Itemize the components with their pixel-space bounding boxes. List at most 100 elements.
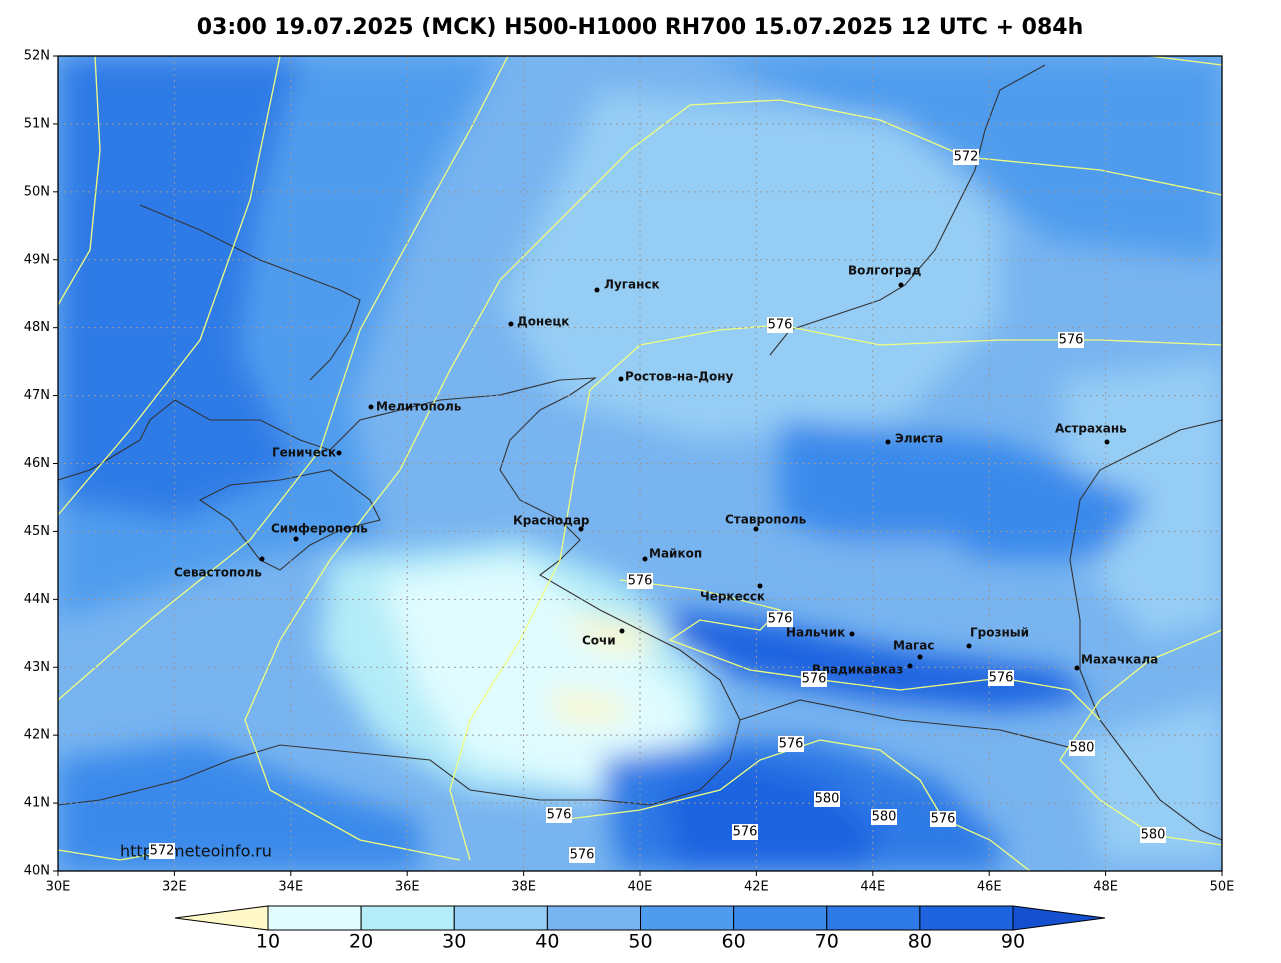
lat-label: 44N <box>24 592 50 607</box>
colorbar-label: 10 <box>256 931 280 953</box>
contour-label: 576 <box>768 612 793 627</box>
contour-label: 576 <box>768 318 793 333</box>
colorbar-label: 50 <box>628 931 652 953</box>
field-blobs <box>58 56 1222 871</box>
lon-label: 44E <box>860 880 885 895</box>
city-label: Махачкала <box>1081 653 1158 667</box>
lat-label: 45N <box>24 524 50 539</box>
lon-label: 36E <box>395 880 420 895</box>
city-marker <box>619 628 625 634</box>
contour-label: 580 <box>1141 828 1166 843</box>
lat-label: 43N <box>24 660 50 675</box>
contour-label-bg <box>930 811 956 827</box>
coastlines <box>58 64 1222 841</box>
city-label: Владикавказ <box>812 663 903 677</box>
city-marker <box>885 439 891 445</box>
colorbar-box <box>733 905 828 931</box>
colorbar-box <box>267 905 362 931</box>
humidity-area <box>560 615 660 650</box>
city-marker <box>753 526 759 532</box>
contour-label-bg <box>953 149 979 165</box>
colorbar-box <box>546 905 641 931</box>
colorbar-label: 60 <box>722 931 746 953</box>
credit: http://meteoinfo.ru <box>120 842 272 861</box>
city-label: Волгоград <box>848 264 922 278</box>
contour-label: 572 <box>150 844 175 859</box>
graticule <box>58 56 1222 871</box>
lon-label: 42E <box>744 880 769 895</box>
lat-label: 52N <box>24 49 50 64</box>
city-label: Сочи <box>582 634 616 648</box>
contour-label: 580 <box>872 810 897 825</box>
city-marker <box>642 556 648 562</box>
city-label: Мелитополь <box>376 400 462 414</box>
colorbar-box <box>826 905 921 931</box>
contour-label-bg <box>546 807 572 823</box>
contour-label-bg <box>871 809 897 825</box>
colorbar-extend <box>174 905 269 931</box>
city-marker <box>368 404 374 410</box>
contour-label: 580 <box>1070 741 1095 756</box>
city-label: Элиста <box>895 432 943 446</box>
city-label: Краснодар <box>513 514 590 528</box>
contour-label: 576 <box>570 848 595 863</box>
humidity-area <box>660 610 1090 710</box>
contour-label-bg <box>1058 332 1084 348</box>
humidity-area <box>500 90 1000 440</box>
contour-label-bg <box>814 791 840 807</box>
city-label: Магас <box>893 639 935 653</box>
city-label: Севастополь <box>174 566 262 580</box>
city-label: Симферополь <box>271 522 368 536</box>
contour-label: 576 <box>989 671 1014 686</box>
contour-label: 576 <box>779 737 804 752</box>
lon-label: 50E <box>1210 880 1235 895</box>
city-marker <box>578 526 584 532</box>
contour-label: 576 <box>547 808 572 823</box>
contour-label-bg <box>149 843 175 859</box>
humidity-area <box>550 690 630 720</box>
colorbar-label: 20 <box>349 931 373 953</box>
lon-label: 40E <box>628 880 653 895</box>
colorbar: 10 20 30 40 50 60 70 80 90 <box>174 905 1106 953</box>
lat-label: 49N <box>24 252 50 267</box>
contour-label-bg <box>569 847 595 863</box>
city-label: Геническ <box>272 446 336 460</box>
contour-label: 576 <box>733 825 758 840</box>
city-marker <box>907 663 913 669</box>
city-label: Донецк <box>517 315 569 329</box>
humidity-area <box>58 740 420 871</box>
lon-label: 34E <box>278 880 303 895</box>
lon-label: 30E <box>46 880 71 895</box>
city-marker <box>1104 439 1110 445</box>
colorbar-extend <box>1012 905 1106 931</box>
lon-label: 38E <box>511 880 536 895</box>
humidity-area <box>660 760 880 871</box>
axes: 40N 41N 42N 43N 44N 45N 46N 47N 48N 49N 50N 51N 52N 3… <box>24 49 1235 895</box>
lat-label: 50N <box>24 184 50 199</box>
colorbar-box <box>453 905 548 931</box>
city-label: Астрахань <box>1055 422 1127 436</box>
colorbar-box <box>640 905 735 931</box>
city-marker <box>508 321 514 327</box>
lon-label: 48E <box>1093 880 1118 895</box>
contour-label-bg <box>1069 740 1095 756</box>
lat-label: 51N <box>24 116 50 131</box>
lat-label: 41N <box>24 796 50 811</box>
city-label: Нальчик <box>786 626 845 640</box>
city-label: Майкоп <box>649 547 702 561</box>
city-marker <box>757 583 763 589</box>
cities: Волгоград Луганск Донецк Ростов-на-Дону Мели… <box>174 264 1158 677</box>
humidity-area <box>800 540 1000 590</box>
colorbar-box <box>360 905 455 931</box>
contour-label-bg <box>767 317 793 333</box>
city-marker <box>259 556 265 562</box>
city-label: Ставрополь <box>725 513 807 527</box>
lon-label: 32E <box>162 880 187 895</box>
contour-label-bg <box>778 736 804 752</box>
city-marker <box>594 287 600 293</box>
colorbar-label: 30 <box>442 931 466 953</box>
city-marker <box>898 282 904 288</box>
contour-label: 576 <box>1059 333 1084 348</box>
city-marker <box>336 450 342 456</box>
